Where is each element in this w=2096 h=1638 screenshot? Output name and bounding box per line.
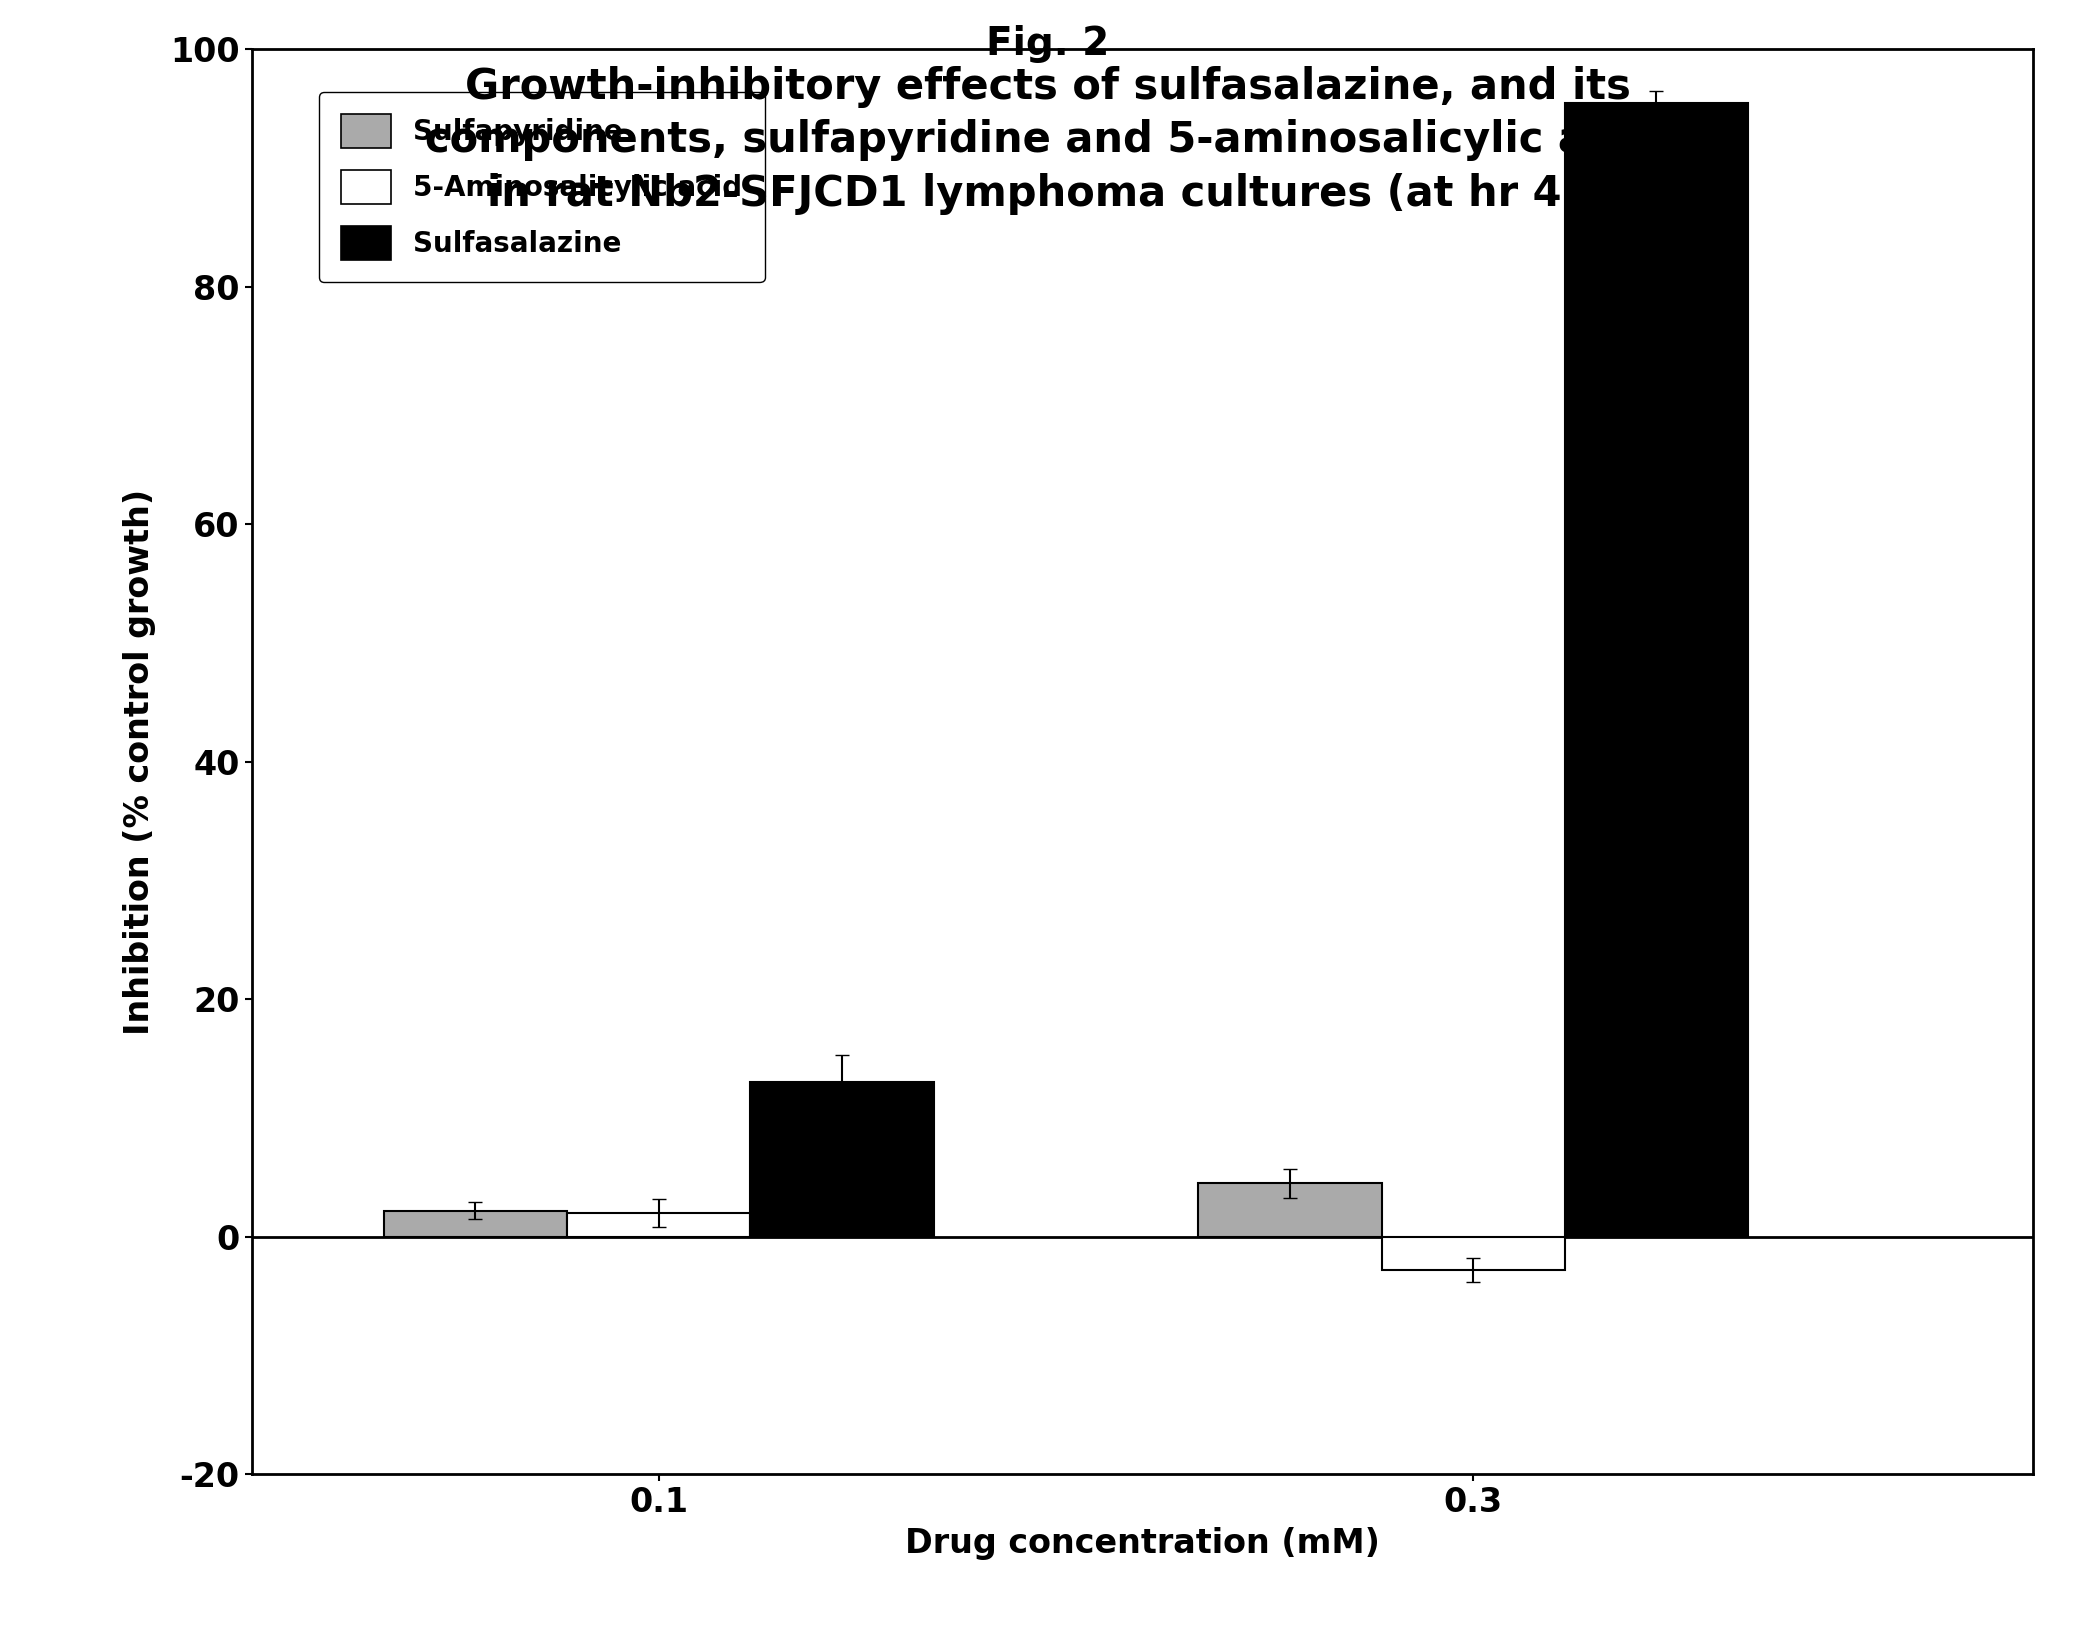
Bar <box>1381 1237 1566 1269</box>
Bar <box>568 1212 750 1237</box>
Y-axis label: Inhibition (% control growth): Inhibition (% control growth) <box>124 488 157 1035</box>
Legend: Sulfapyridine, 5-Aminosalicylic acid, Sulfasalazine: Sulfapyridine, 5-Aminosalicylic acid, Su… <box>319 92 765 282</box>
Text: Growth-inhibitory effects of sulfasalazine, and its
components, sulfapyridine an: Growth-inhibitory effects of sulfasalazi… <box>425 66 1671 215</box>
Text: Fig. 2: Fig. 2 <box>987 25 1109 62</box>
Bar <box>1199 1183 1381 1237</box>
X-axis label: Drug concentration (mM): Drug concentration (mM) <box>905 1527 1379 1561</box>
Bar <box>384 1210 568 1237</box>
Bar <box>1566 103 1748 1237</box>
Bar <box>750 1083 933 1237</box>
